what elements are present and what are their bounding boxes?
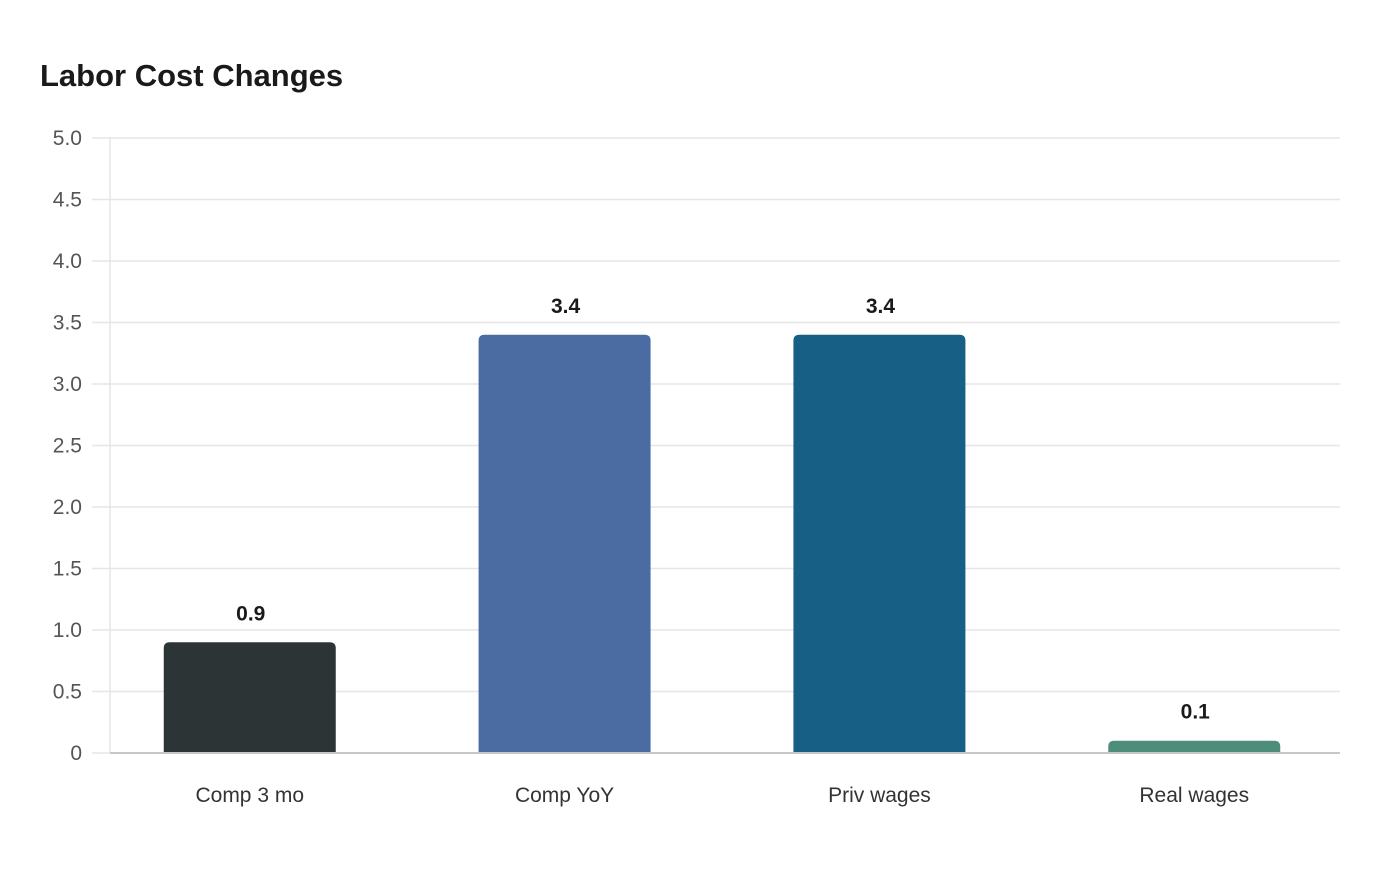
y-axis-ticks: 0 0.5 1.0 1.5 2.0 2.5 3.0 3.5 4.0 4.5 5.0	[53, 127, 82, 765]
y-tick-label: 3.5	[53, 312, 82, 335]
x-category-label: Real wages	[1139, 784, 1249, 807]
gridlines	[92, 137, 1340, 754]
y-tick-label: 1.0	[53, 619, 82, 642]
y-tick-label: 2.5	[53, 435, 82, 458]
y-tick-label: 3.0	[53, 373, 82, 396]
y-tick-label: 4.0	[53, 250, 82, 273]
y-tick-label: 1.5	[53, 558, 82, 581]
bar-value-label: 3.4	[866, 295, 896, 318]
axes	[109, 138, 1340, 754]
x-category-label: Comp 3 mo	[195, 784, 304, 807]
chart-title: Labor Cost Changes	[40, 58, 344, 93]
y-tick-label: 5.0	[53, 127, 82, 150]
x-axis-labels: Comp 3 mo Comp YoY Priv wages Real wages	[195, 784, 1249, 807]
y-tick-label: 0.5	[53, 681, 82, 704]
bar-comp-3-mo	[163, 642, 336, 753]
y-tick-label: 0	[70, 742, 82, 765]
y-tick-label: 2.0	[53, 496, 82, 519]
bar-value-label: 3.4	[551, 295, 581, 318]
bars	[163, 334, 1281, 753]
data-labels: 0.9 3.4 3.4 0.1	[236, 295, 1210, 724]
bar-real-wages	[1108, 740, 1281, 753]
bar-priv-wages	[793, 334, 966, 753]
bar-value-label: 0.1	[1181, 701, 1211, 724]
y-tick-label: 4.5	[53, 189, 82, 212]
x-category-label: Comp YoY	[515, 784, 614, 807]
bar-value-label: 0.9	[236, 602, 265, 625]
x-category-label: Priv wages	[828, 784, 931, 807]
bar-comp-yoy	[478, 334, 651, 753]
